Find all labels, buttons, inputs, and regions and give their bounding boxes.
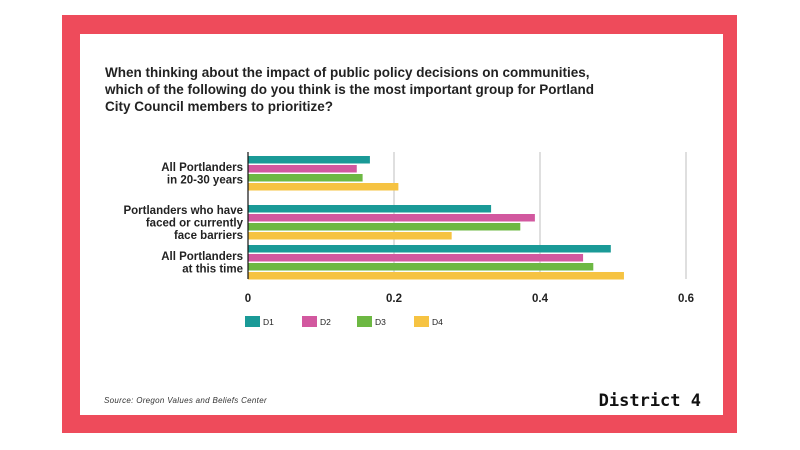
category-label: in 20-30 years	[167, 175, 243, 187]
bar-d3	[248, 223, 521, 231]
legend-label-d3: D3	[375, 317, 386, 327]
category-label: at this time	[182, 264, 243, 276]
source-note: Source: Oregon Values and Beliefs Center	[104, 396, 267, 405]
bar-d1	[248, 156, 370, 164]
bar-d4	[248, 232, 452, 240]
legend-swatch-d3	[357, 316, 372, 327]
bar-d4	[248, 272, 624, 280]
chart-title: When thinking about the impact of public…	[105, 65, 594, 114]
chart-card: When thinking about the impact of public…	[80, 34, 723, 415]
category-label: faced or currently	[146, 217, 244, 229]
bar-d2	[248, 254, 584, 262]
category-label: face barriers	[174, 230, 243, 242]
bar-d2	[248, 165, 357, 173]
legend-label-d2: D2	[320, 317, 331, 327]
x-tick-label: 0.6	[678, 293, 694, 305]
legend-swatch-d4	[414, 316, 429, 327]
category-label: All Portlanders	[161, 251, 243, 263]
legend-label-d4: D4	[432, 317, 443, 327]
category-label: Portlanders who have	[123, 205, 243, 217]
legend-label-d1: D1	[263, 317, 274, 327]
x-tick-label: 0	[245, 293, 251, 305]
bar-d1	[248, 205, 492, 213]
bar-d4	[248, 183, 399, 191]
bar-d1	[248, 245, 611, 253]
bar-d3	[248, 263, 594, 271]
legend-swatch-d2	[302, 316, 317, 327]
legend-swatch-d1	[245, 316, 260, 327]
bar-d2	[248, 214, 535, 222]
district-logo: District 4	[598, 391, 701, 411]
category-label: All Portlanders	[161, 162, 243, 174]
x-tick-label: 0.2	[386, 293, 402, 305]
bar-d3	[248, 174, 363, 182]
x-tick-label: 0.4	[532, 293, 549, 305]
